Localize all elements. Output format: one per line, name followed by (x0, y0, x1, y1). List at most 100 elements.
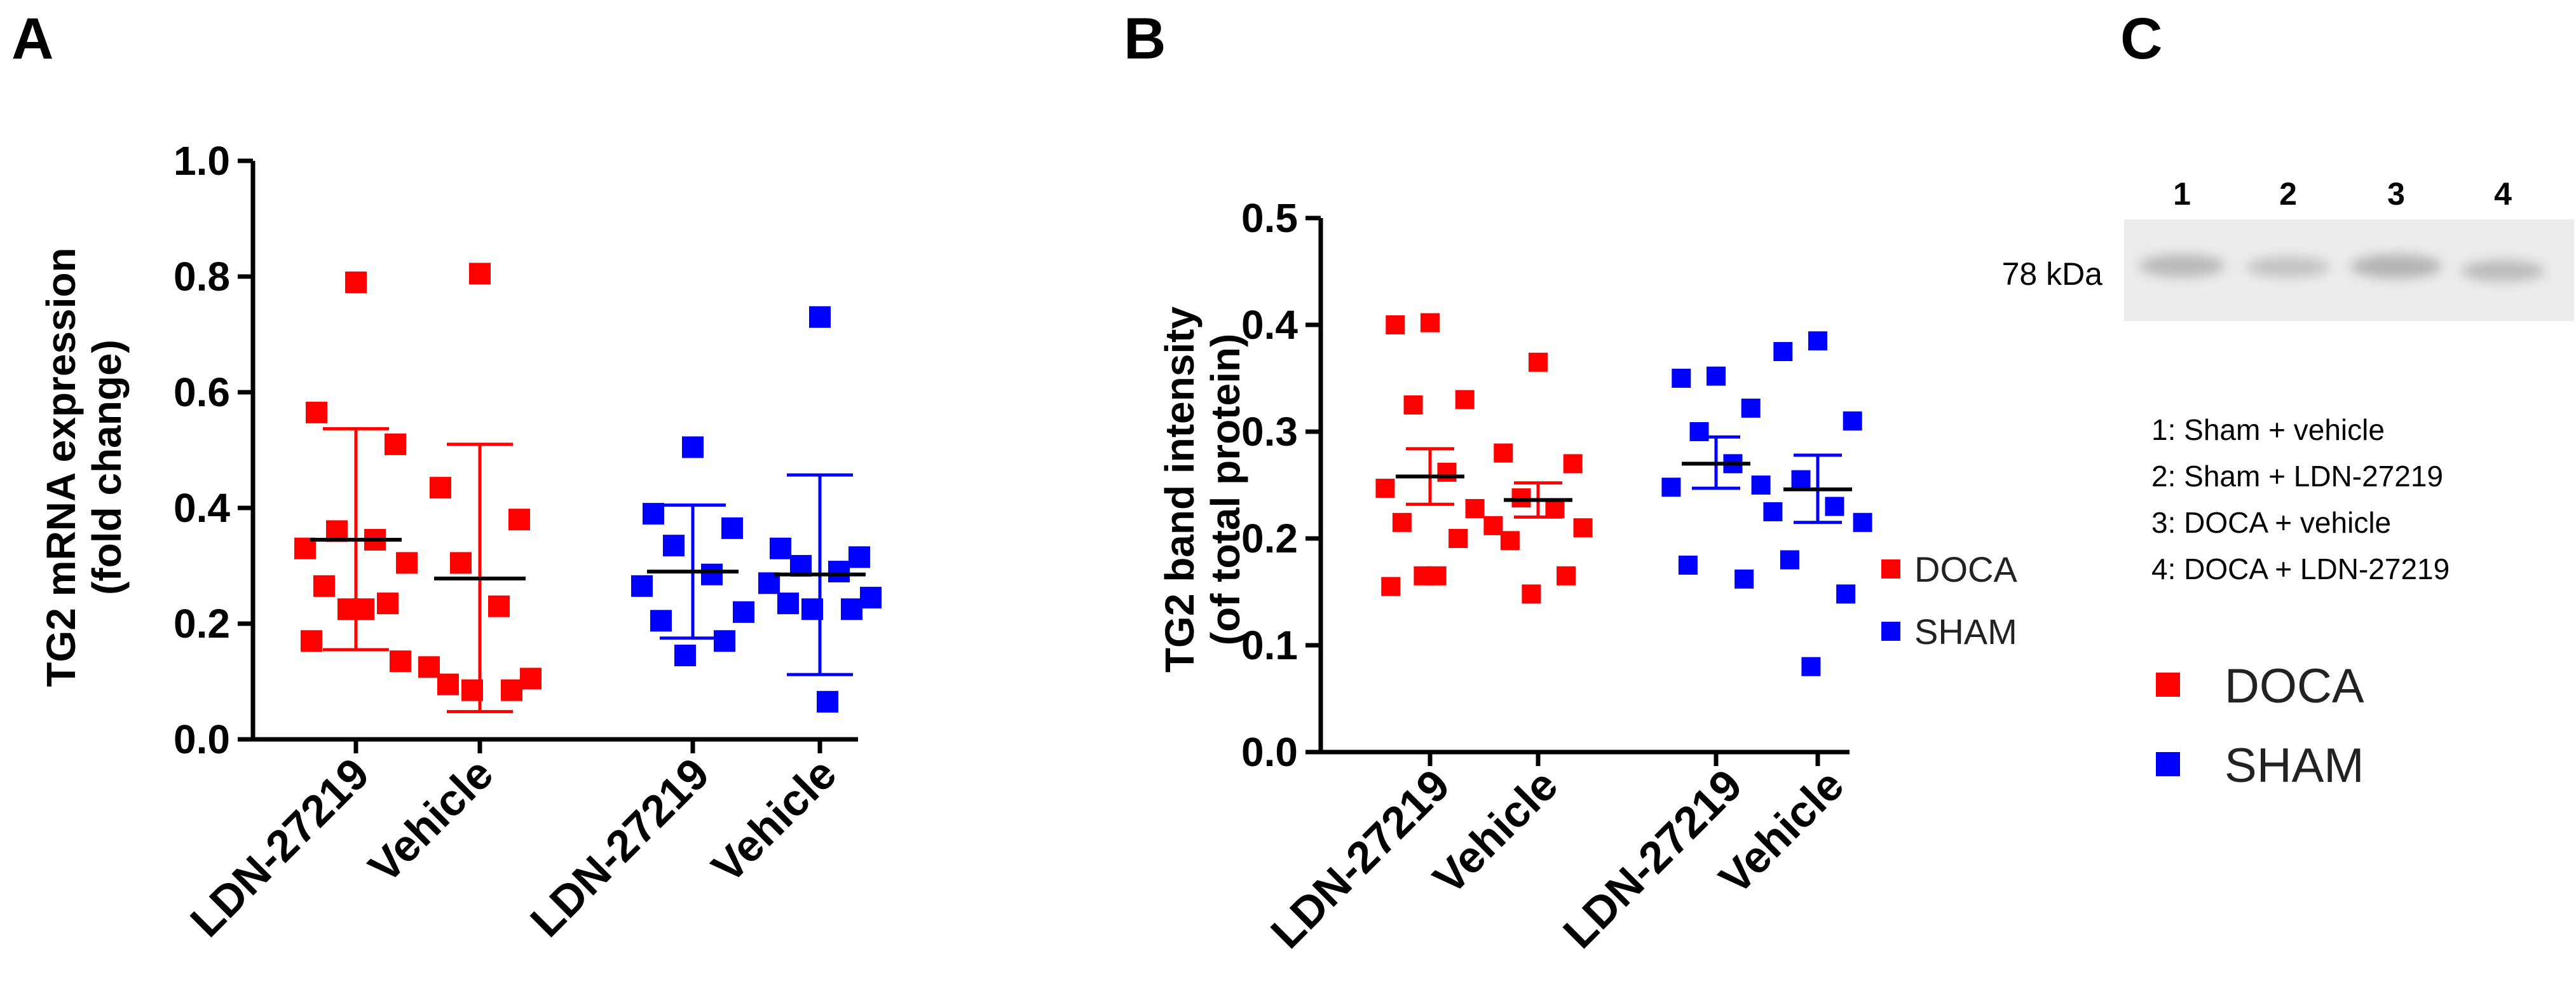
y-tick-label-b: 0.0 (1241, 729, 1298, 775)
data-point (770, 537, 791, 559)
panel-letter-b: B (1124, 6, 1166, 71)
data-point (306, 401, 327, 423)
data-point (1465, 498, 1485, 518)
data-point (1836, 584, 1856, 604)
data-point (520, 668, 542, 690)
data-point (841, 598, 862, 620)
y-axis-title-a-line1: TG2 mRNA expression (38, 247, 84, 687)
y-axis-title-b-line2: (of total protein) (1203, 334, 1248, 646)
legend-c-label-sham: SHAM (2225, 739, 2364, 793)
lane-number-4: 4 (2494, 176, 2512, 212)
legend-b: DOCA SHAM (1881, 549, 2017, 652)
data-point (1773, 342, 1793, 361)
marks-a (294, 263, 882, 713)
data-point (1678, 556, 1698, 575)
data-point (469, 263, 491, 285)
y-tick-label-b: 0.2 (1241, 516, 1298, 561)
data-point (353, 598, 374, 620)
data-point (860, 587, 882, 609)
data-point (1529, 352, 1548, 372)
data-point (714, 630, 735, 652)
data-point (1455, 390, 1475, 409)
blot-band-lane-3 (2350, 254, 2442, 278)
data-point (777, 593, 799, 615)
data-point (1386, 315, 1405, 334)
data-point (1734, 569, 1754, 589)
group-a-1 (418, 263, 542, 713)
data-point (345, 271, 367, 294)
blot-band-lane-4 (2461, 260, 2545, 282)
data-point (817, 690, 838, 713)
x-category-label-a: Vehicle (359, 748, 503, 892)
y-tick-label-b: 0.1 (1241, 622, 1298, 668)
legend-c-swatch-doca (2156, 673, 2180, 697)
data-point (1791, 470, 1811, 490)
data-point (721, 517, 743, 539)
lane-key-1: 1: Sham + vehicle (2151, 413, 2385, 446)
lane-number-3: 3 (2387, 176, 2405, 212)
data-point (385, 433, 406, 455)
y-axis-title-a: TG2 mRNA expression (fold change) (38, 247, 130, 687)
y-tick-label-a: 0.8 (174, 254, 230, 299)
data-point (430, 477, 451, 499)
data-point (1511, 488, 1531, 508)
axes-b: 0.00.10.20.30.40.5LDN-27219VehicleLDN-27… (1241, 195, 1853, 957)
data-point (631, 575, 653, 597)
data-point (1427, 566, 1447, 586)
data-point (682, 436, 704, 458)
y-axis-title-a-line2: (fold change) (84, 339, 130, 595)
data-point (1392, 512, 1412, 532)
data-point (1672, 369, 1691, 388)
y-tick-label-a: 0.0 (174, 716, 230, 762)
western-blot-image (2124, 219, 2574, 321)
data-point (1522, 584, 1541, 604)
y-tick-label-b: 0.4 (1241, 302, 1298, 348)
marker-label: 78 kDa (2002, 256, 2103, 292)
data-point (1381, 577, 1401, 596)
data-point (461, 679, 483, 701)
y-tick-label-a: 1.0 (174, 138, 230, 184)
group-a-0 (294, 271, 418, 673)
data-point (1808, 331, 1827, 351)
data-point (313, 575, 335, 597)
lane-key-3: 3: DOCA + vehicle (2151, 506, 2391, 539)
x-category-label-a: LDN-27219 (181, 748, 379, 946)
data-point (828, 561, 850, 583)
panel-letter-a: A (11, 6, 53, 71)
x-category-label-b: LDN-27219 (1262, 760, 1459, 957)
data-point (501, 679, 522, 701)
group-b-3 (1763, 331, 1872, 676)
data-point (674, 645, 696, 667)
data-point (848, 546, 870, 568)
legend-c-label-doca: DOCA (2225, 659, 2364, 713)
y-axis-title-b-line1: TG2 band intensity (1157, 306, 1203, 673)
y-tick-label-b: 0.3 (1241, 409, 1298, 455)
y-tick-label-a: 0.2 (174, 601, 230, 647)
data-point (701, 563, 723, 586)
legend-b-swatch-sham (1881, 622, 1900, 641)
legend-b-swatch-doca (1881, 559, 1900, 579)
data-point (1741, 399, 1761, 418)
panel-c: C 1 2 3 4 78 kDa 1: Sham + vehicle 2: Sh… (2002, 6, 2574, 793)
data-point (1448, 529, 1468, 548)
data-point (643, 503, 664, 525)
data-point (663, 535, 685, 557)
legend-c: DOCA SHAM (2156, 659, 2364, 793)
data-point (1375, 479, 1395, 498)
data-point (1707, 366, 1726, 386)
data-point (1763, 502, 1783, 521)
panel-b: B TG2 band intensity (of total protein) … (1124, 6, 2017, 957)
data-point (1545, 498, 1565, 518)
data-point (1751, 476, 1771, 495)
data-point (418, 656, 440, 678)
data-point (1843, 411, 1862, 431)
y-tick-label-b: 0.5 (1241, 195, 1298, 241)
data-point (1563, 454, 1583, 474)
blot-band-lane-2 (2246, 257, 2330, 277)
y-tick-label-a: 0.4 (174, 485, 230, 531)
group-b-2 (1661, 366, 1771, 589)
legend-c-swatch-sham (2156, 752, 2180, 776)
data-point (396, 552, 418, 574)
